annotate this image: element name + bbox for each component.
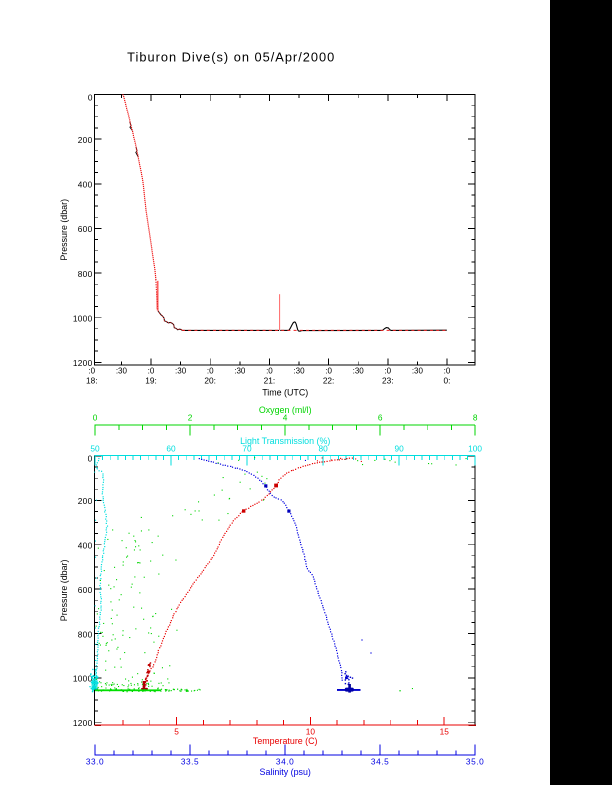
svg-text:50: 50	[90, 444, 100, 454]
svg-text:20:: 20:	[204, 376, 216, 386]
svg-text::0: :0	[266, 366, 273, 375]
svg-text:Oxygen (ml/l): Oxygen (ml/l)	[259, 405, 312, 415]
svg-text:1000: 1000	[73, 314, 93, 324]
svg-text:Light Transmission (%): Light Transmission (%)	[240, 436, 330, 446]
svg-text::0: :0	[207, 366, 214, 375]
svg-text:18:: 18:	[86, 376, 98, 386]
svg-text:Time (UTC): Time (UTC)	[262, 387, 308, 397]
svg-text::0: :0	[325, 366, 332, 375]
svg-text::0: :0	[148, 366, 155, 375]
svg-text:10: 10	[306, 727, 316, 737]
svg-text::30: :30	[412, 366, 424, 375]
svg-text:800: 800	[78, 629, 93, 639]
svg-text:0: 0	[93, 413, 98, 423]
svg-text:1200: 1200	[73, 718, 93, 728]
svg-text:0: 0	[88, 453, 93, 463]
svg-text::30: :30	[234, 366, 246, 375]
svg-text::30: :30	[293, 366, 305, 375]
svg-text:100: 100	[468, 444, 482, 454]
svg-text:21:: 21:	[264, 376, 276, 386]
svg-text::0: :0	[384, 366, 391, 375]
svg-text:0:: 0:	[444, 376, 451, 386]
svg-text:Temperature (C): Temperature (C)	[253, 736, 318, 746]
svg-text::0: :0	[444, 366, 451, 375]
svg-text::30: :30	[353, 366, 365, 375]
svg-text:80: 80	[318, 444, 328, 454]
svg-text:Pressure (dbar): Pressure (dbar)	[59, 560, 69, 622]
svg-text:90: 90	[394, 444, 404, 454]
svg-text::30: :30	[175, 366, 187, 375]
svg-text:1200: 1200	[73, 358, 93, 368]
svg-text:400: 400	[78, 541, 93, 551]
svg-text:6: 6	[378, 413, 383, 423]
svg-text:23:: 23:	[382, 376, 394, 386]
svg-text::0: :0	[88, 366, 95, 375]
svg-text:Pressure (dbar): Pressure (dbar)	[59, 199, 69, 261]
svg-text:35.0: 35.0	[466, 757, 484, 767]
svg-text:33.0: 33.0	[86, 757, 104, 767]
svg-text:5: 5	[174, 727, 179, 737]
svg-text:33.5: 33.5	[181, 757, 199, 767]
svg-text:34.5: 34.5	[371, 757, 389, 767]
svg-text:2: 2	[188, 413, 193, 423]
svg-text:15: 15	[440, 727, 450, 737]
svg-text:60: 60	[166, 444, 176, 454]
svg-text:Tiburon Dive(s) on 05/Apr/2000: Tiburon Dive(s) on 05/Apr/2000	[127, 49, 335, 64]
svg-text:0: 0	[88, 93, 93, 103]
svg-text:1000: 1000	[73, 674, 93, 684]
svg-text:800: 800	[78, 269, 93, 279]
svg-text:200: 200	[78, 135, 93, 145]
svg-text:Salinity (psu): Salinity (psu)	[260, 767, 311, 777]
svg-text::30: :30	[116, 366, 128, 375]
svg-text:34.0: 34.0	[276, 757, 294, 767]
svg-text:200: 200	[78, 496, 93, 506]
svg-text:400: 400	[78, 180, 93, 190]
svg-text:70: 70	[242, 444, 252, 454]
svg-text:600: 600	[78, 224, 93, 234]
svg-text:8: 8	[473, 413, 478, 423]
svg-text:600: 600	[78, 585, 93, 595]
svg-text:19:: 19:	[145, 376, 157, 386]
svg-text:22:: 22:	[323, 376, 335, 386]
svg-text:4: 4	[283, 413, 288, 423]
